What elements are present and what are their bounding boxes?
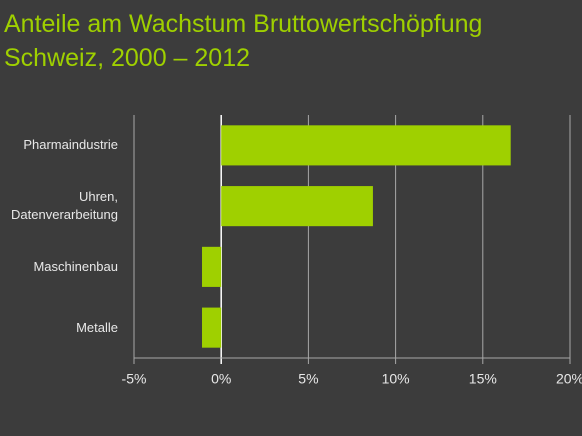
x-tick-label: 5% — [298, 371, 318, 387]
x-tick-label: -5% — [122, 371, 147, 387]
bar — [221, 125, 511, 166]
chart-subtitle: Schweiz, 2000 – 2012 — [4, 44, 251, 72]
x-tick-label: 15% — [469, 371, 497, 387]
x-tick-label: 10% — [382, 371, 410, 387]
y-tick-label: Metalle — [76, 319, 118, 335]
y-tick-label: Pharmaindustrie — [23, 137, 118, 153]
x-tick-label: 20% — [556, 371, 582, 387]
bar — [202, 307, 222, 348]
y-tick-label: Uhren, Datenverarbeitung — [11, 189, 118, 223]
y-tick-label: Maschinenbau — [33, 258, 118, 274]
bar — [221, 186, 373, 227]
chart-title: Anteile am Wachstum Bruttowertschöpfung — [4, 10, 483, 38]
x-tick-label: 0% — [211, 371, 231, 387]
bar — [202, 246, 222, 287]
